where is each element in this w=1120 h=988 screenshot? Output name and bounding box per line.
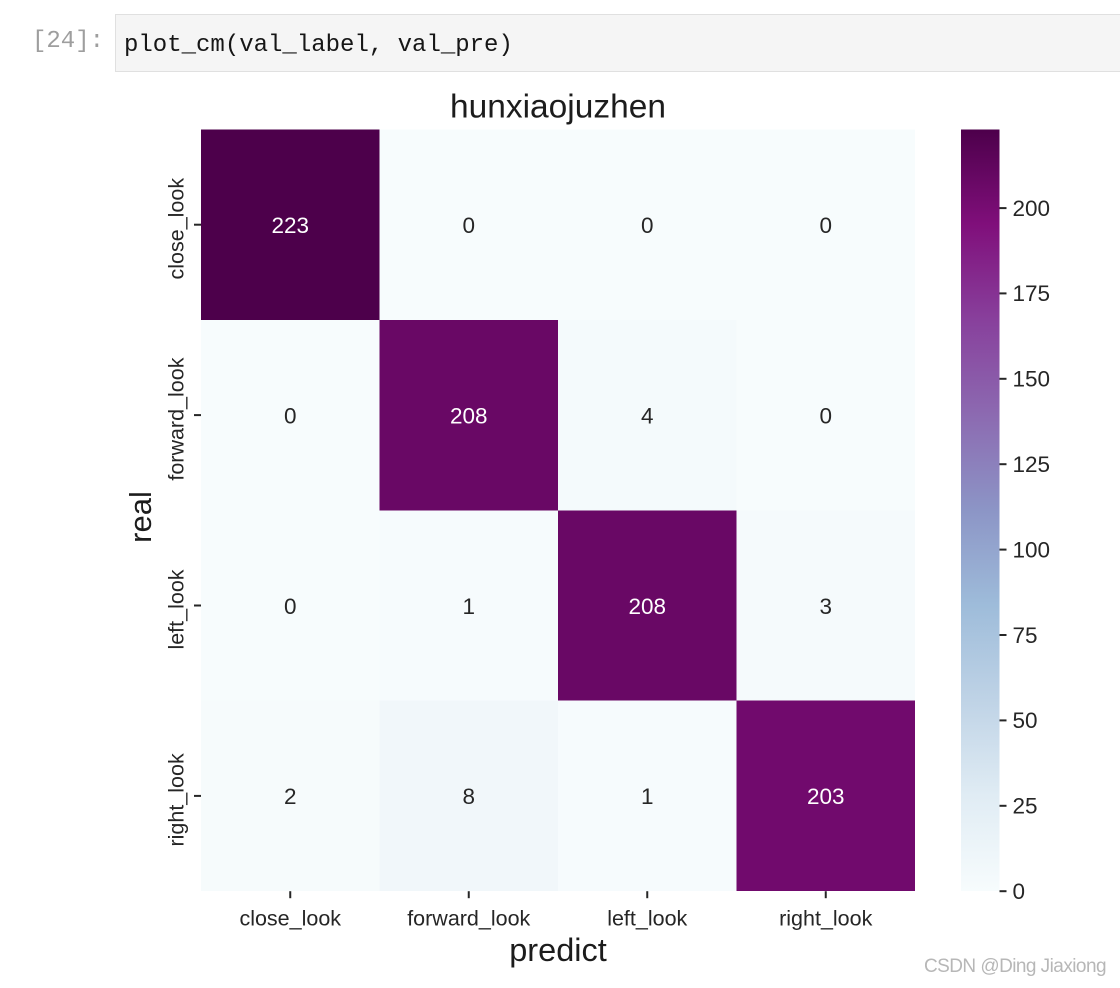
svg-text:208: 208 [628,594,666,619]
svg-text:8: 8 [462,784,475,809]
svg-text:0: 0 [1013,879,1026,904]
svg-text:0: 0 [641,213,654,238]
svg-text:close_look: close_look [239,907,341,931]
svg-text:right_look: right_look [779,907,872,931]
svg-text:1: 1 [462,594,475,619]
svg-text:forward_look: forward_look [165,357,189,480]
svg-text:0: 0 [284,403,297,428]
svg-text:175: 175 [1013,281,1051,306]
svg-text:125: 125 [1013,452,1051,477]
svg-text:right_look: right_look [165,753,189,846]
svg-text:4: 4 [641,403,654,428]
svg-text:hunxiaojuzhen: hunxiaojuzhen [450,89,666,126]
svg-text:2: 2 [284,784,297,809]
svg-text:0: 0 [284,594,297,619]
svg-text:left_look: left_look [165,569,189,649]
svg-text:close_look: close_look [165,178,189,280]
svg-text:25: 25 [1013,794,1038,819]
svg-text:1: 1 [641,784,654,809]
svg-text:200: 200 [1013,196,1051,221]
svg-text:75: 75 [1013,623,1038,648]
svg-text:0: 0 [462,213,475,238]
svg-text:50: 50 [1013,708,1038,733]
svg-text:real: real [123,491,158,543]
svg-text:3: 3 [819,594,832,619]
svg-text:223: 223 [271,213,309,238]
svg-text:208: 208 [450,403,488,428]
svg-text:predict: predict [509,932,607,968]
svg-text:150: 150 [1013,367,1051,392]
svg-text:forward_look: forward_look [407,907,530,931]
svg-text:left_look: left_look [607,907,687,931]
svg-text:203: 203 [807,784,845,809]
svg-text:0: 0 [819,213,832,238]
svg-text:0: 0 [819,403,832,428]
svg-text:100: 100 [1013,537,1051,562]
